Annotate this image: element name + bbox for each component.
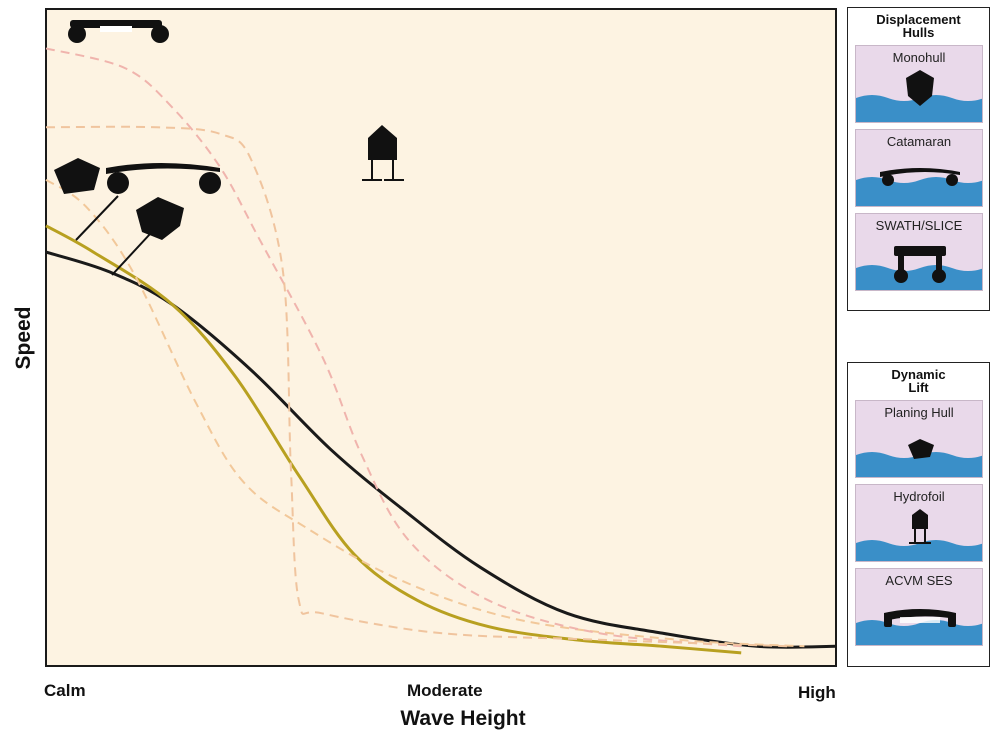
catamaran-icon — [856, 168, 982, 206]
callout-lines — [75, 195, 151, 276]
catamaran-hull-icon — [106, 163, 221, 194]
monohull-small-icon — [54, 158, 100, 194]
monohull-large-icon — [136, 197, 184, 240]
swath-hull-icon — [68, 20, 169, 43]
series-layer — [45, 47, 837, 655]
planing-hull-card: Planing Hull — [855, 400, 983, 478]
planing-hull-icon — [856, 439, 982, 477]
card-label: SWATH/SLICE — [875, 218, 963, 233]
panel-title: Displacement Hulls — [876, 12, 961, 40]
displacement-hulls-panel: Displacement Hulls Monohull Catamaran SW… — [847, 7, 990, 311]
dynamic-lift-panel: Dynamic Lift Planing Hull Hydrofoil ACVM… — [847, 362, 990, 667]
card-label: Hydrofoil — [893, 489, 945, 504]
hydrofoil-hull-icon — [362, 125, 404, 181]
card-label: Catamaran — [886, 134, 952, 149]
acv-ses-card: ACVM SES — [855, 568, 983, 646]
x-tick-high: High — [798, 683, 836, 702]
x-axis-label: Wave Height — [400, 707, 525, 730]
swath-card: SWATH/SLICE — [855, 213, 983, 291]
series-line-1 — [45, 224, 742, 655]
series-line-4 — [45, 125, 789, 648]
acv-ses-icon — [856, 609, 982, 645]
card-label: ACVM SES — [885, 573, 953, 588]
card-label: Planing Hull — [884, 405, 954, 420]
plot-area — [45, 8, 837, 667]
hydrofoil-icon — [856, 509, 982, 561]
series-line-3 — [45, 47, 742, 648]
card-label: Monohull — [892, 50, 946, 65]
catamaran-card: Catamaran — [855, 129, 983, 207]
panel-title: Dynamic Lift — [891, 367, 946, 395]
monohull-icon — [856, 70, 982, 122]
x-tick-calm: Calm — [44, 681, 86, 700]
series-line-2 — [45, 178, 805, 648]
x-tick-moderate: Moderate — [407, 681, 483, 700]
swath-icon — [856, 246, 982, 290]
hydrofoil-card: Hydrofoil — [855, 484, 983, 562]
monohull-card: Monohull — [855, 45, 983, 123]
y-axis-label: Speed — [12, 306, 35, 369]
